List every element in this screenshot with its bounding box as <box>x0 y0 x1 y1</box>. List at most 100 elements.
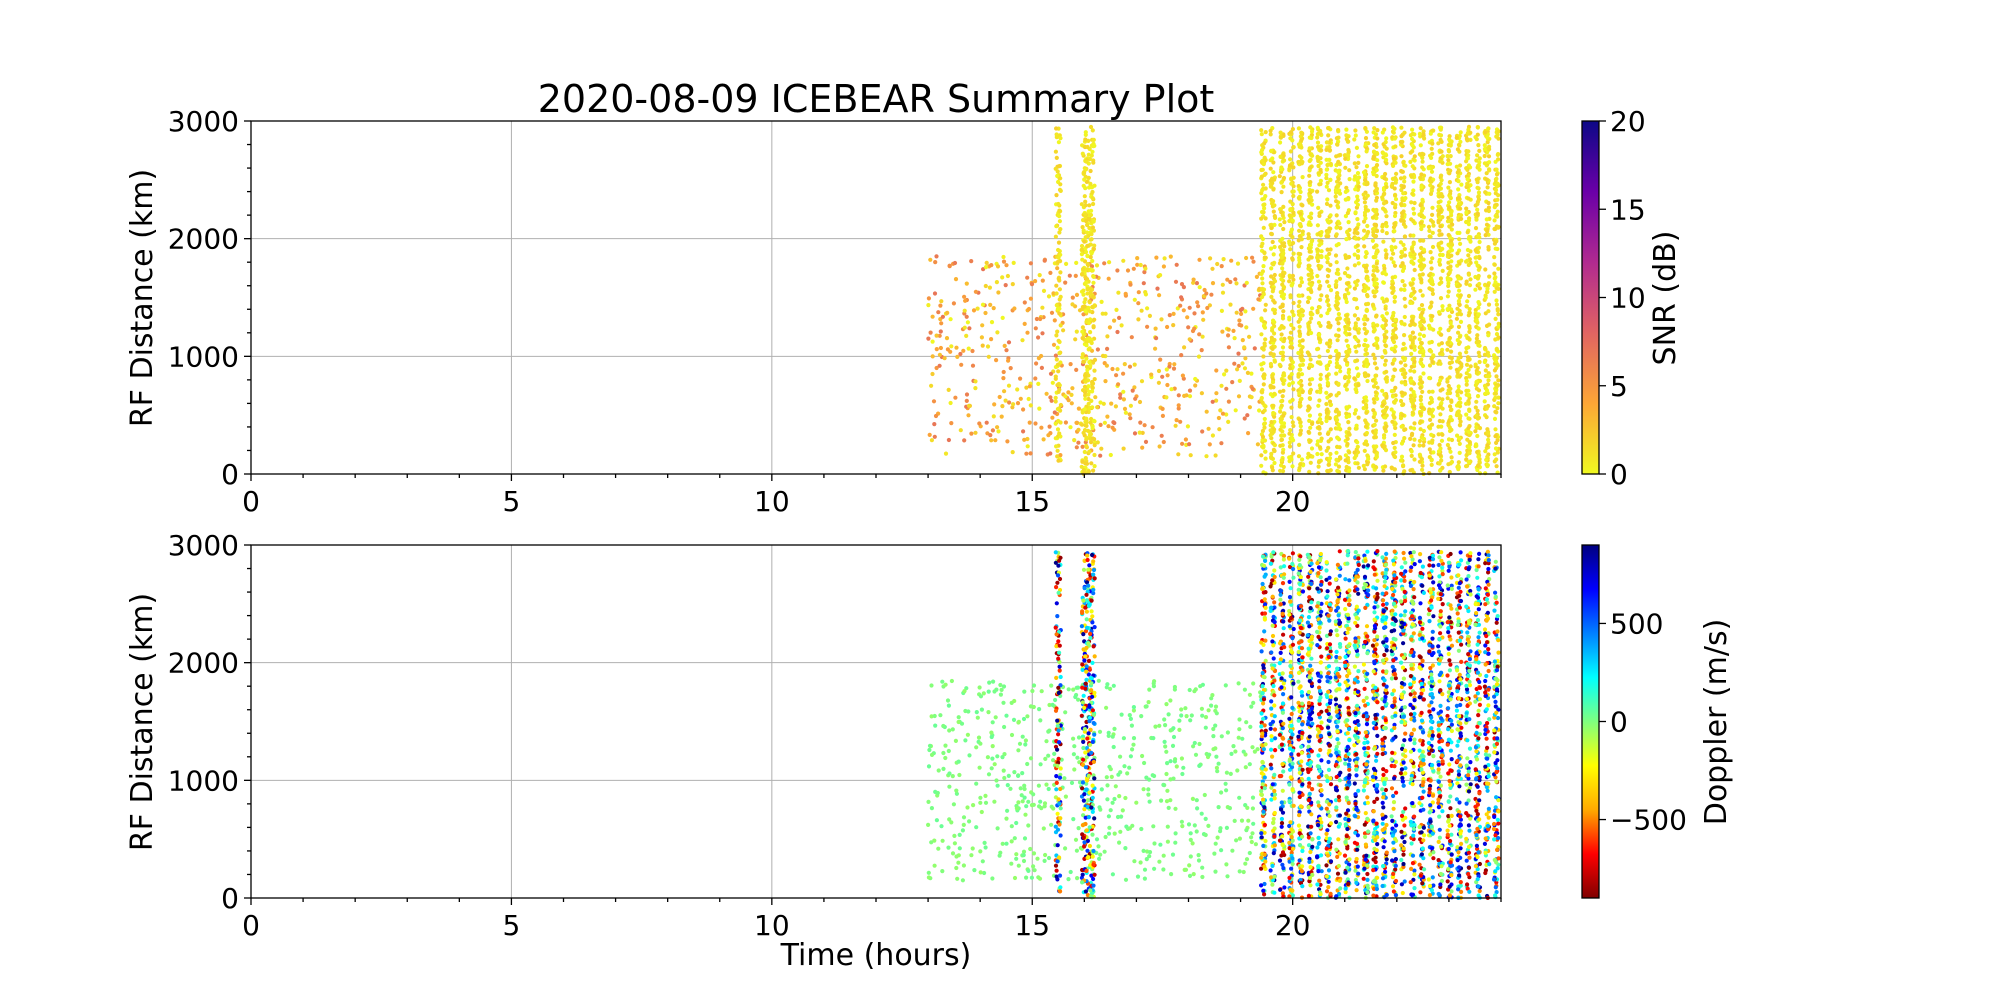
data-point <box>973 379 978 384</box>
data-point <box>1289 405 1294 410</box>
data-point <box>1466 460 1471 465</box>
data-point <box>993 438 998 443</box>
data-point <box>1399 154 1404 159</box>
data-point <box>1092 377 1097 382</box>
data-point <box>1440 308 1445 313</box>
data-point <box>1270 373 1275 378</box>
data-point <box>1307 413 1312 418</box>
data-point <box>1362 200 1367 205</box>
data-point <box>935 790 940 796</box>
data-point <box>1345 362 1350 367</box>
data-point <box>1084 159 1089 164</box>
data-point <box>1411 206 1416 211</box>
data-point <box>1121 736 1126 741</box>
data-point <box>1334 213 1339 218</box>
data-point <box>1281 226 1286 232</box>
y-tick-label: 3000 <box>168 105 239 138</box>
data-point <box>1040 278 1045 283</box>
data-point <box>1374 195 1379 200</box>
data-point <box>1356 222 1361 227</box>
data-point <box>1214 711 1219 716</box>
data-point <box>1449 139 1454 144</box>
data-point <box>1412 344 1417 349</box>
data-point <box>1408 300 1413 305</box>
data-point <box>1260 434 1266 439</box>
data-point <box>1315 223 1320 228</box>
data-point <box>1288 428 1293 433</box>
data-point <box>1193 752 1199 757</box>
data-point <box>1199 391 1204 396</box>
data-point <box>1495 307 1500 312</box>
data-point <box>1390 394 1396 399</box>
data-point <box>1440 465 1445 470</box>
data-point <box>1159 433 1164 438</box>
data-point <box>1112 726 1117 732</box>
data-point <box>1169 387 1174 392</box>
data-point <box>1272 244 1277 250</box>
data-point <box>1381 201 1387 206</box>
data-point <box>1454 316 1459 321</box>
data-point <box>1403 363 1408 368</box>
data-point <box>1485 464 1490 469</box>
data-point <box>1055 345 1060 350</box>
data-point <box>1365 223 1370 229</box>
data-point <box>1403 382 1408 387</box>
data-point <box>1056 255 1061 260</box>
data-point <box>1347 168 1352 173</box>
data-point <box>1384 157 1389 162</box>
data-point <box>1438 412 1443 417</box>
data-point <box>1084 443 1089 448</box>
data-point <box>1219 264 1224 269</box>
data-point <box>1287 213 1292 218</box>
data-point <box>1317 425 1322 430</box>
data-point <box>1309 274 1314 280</box>
data-point <box>1088 181 1093 186</box>
data-point <box>1362 322 1367 327</box>
data-point <box>1486 126 1491 131</box>
data-point <box>1116 382 1121 387</box>
data-point <box>1127 713 1132 718</box>
data-point <box>1419 402 1424 407</box>
data-point <box>1346 220 1351 225</box>
data-point <box>1161 264 1166 269</box>
data-point <box>1297 465 1302 471</box>
data-point <box>1315 310 1320 315</box>
data-point <box>1364 164 1370 169</box>
data-point <box>1362 342 1367 348</box>
data-point <box>1493 434 1498 439</box>
data-point <box>1496 378 1501 383</box>
data-point <box>1495 214 1500 219</box>
data-point <box>1166 712 1171 717</box>
data-point <box>1383 358 1388 363</box>
data-point <box>1090 426 1095 431</box>
data-point <box>1130 747 1135 752</box>
data-point <box>1343 189 1348 194</box>
data-point <box>1290 309 1295 314</box>
data-point <box>1105 783 1110 788</box>
data-point <box>1080 336 1085 341</box>
data-point <box>1296 304 1301 309</box>
data-point <box>1245 413 1250 418</box>
data-point <box>936 310 941 315</box>
data-point <box>1069 401 1074 406</box>
data-point <box>1400 390 1405 395</box>
data-point <box>1419 267 1424 272</box>
data-point <box>1208 256 1213 261</box>
data-point <box>1290 380 1295 385</box>
data-point <box>1173 279 1179 284</box>
data-point <box>1412 267 1417 273</box>
data-point <box>1458 414 1463 419</box>
data-point <box>1261 264 1266 269</box>
data-point <box>1408 251 1413 256</box>
data-point <box>1382 435 1387 440</box>
data-point <box>1464 279 1469 284</box>
data-point <box>1083 235 1088 240</box>
data-point <box>1132 362 1137 367</box>
data-point <box>1492 416 1498 421</box>
data-point <box>1324 418 1329 424</box>
data-point <box>1107 260 1112 265</box>
data-point <box>1300 217 1305 222</box>
data-point <box>1128 416 1133 421</box>
data-point <box>1402 436 1407 441</box>
data-point <box>973 289 979 294</box>
